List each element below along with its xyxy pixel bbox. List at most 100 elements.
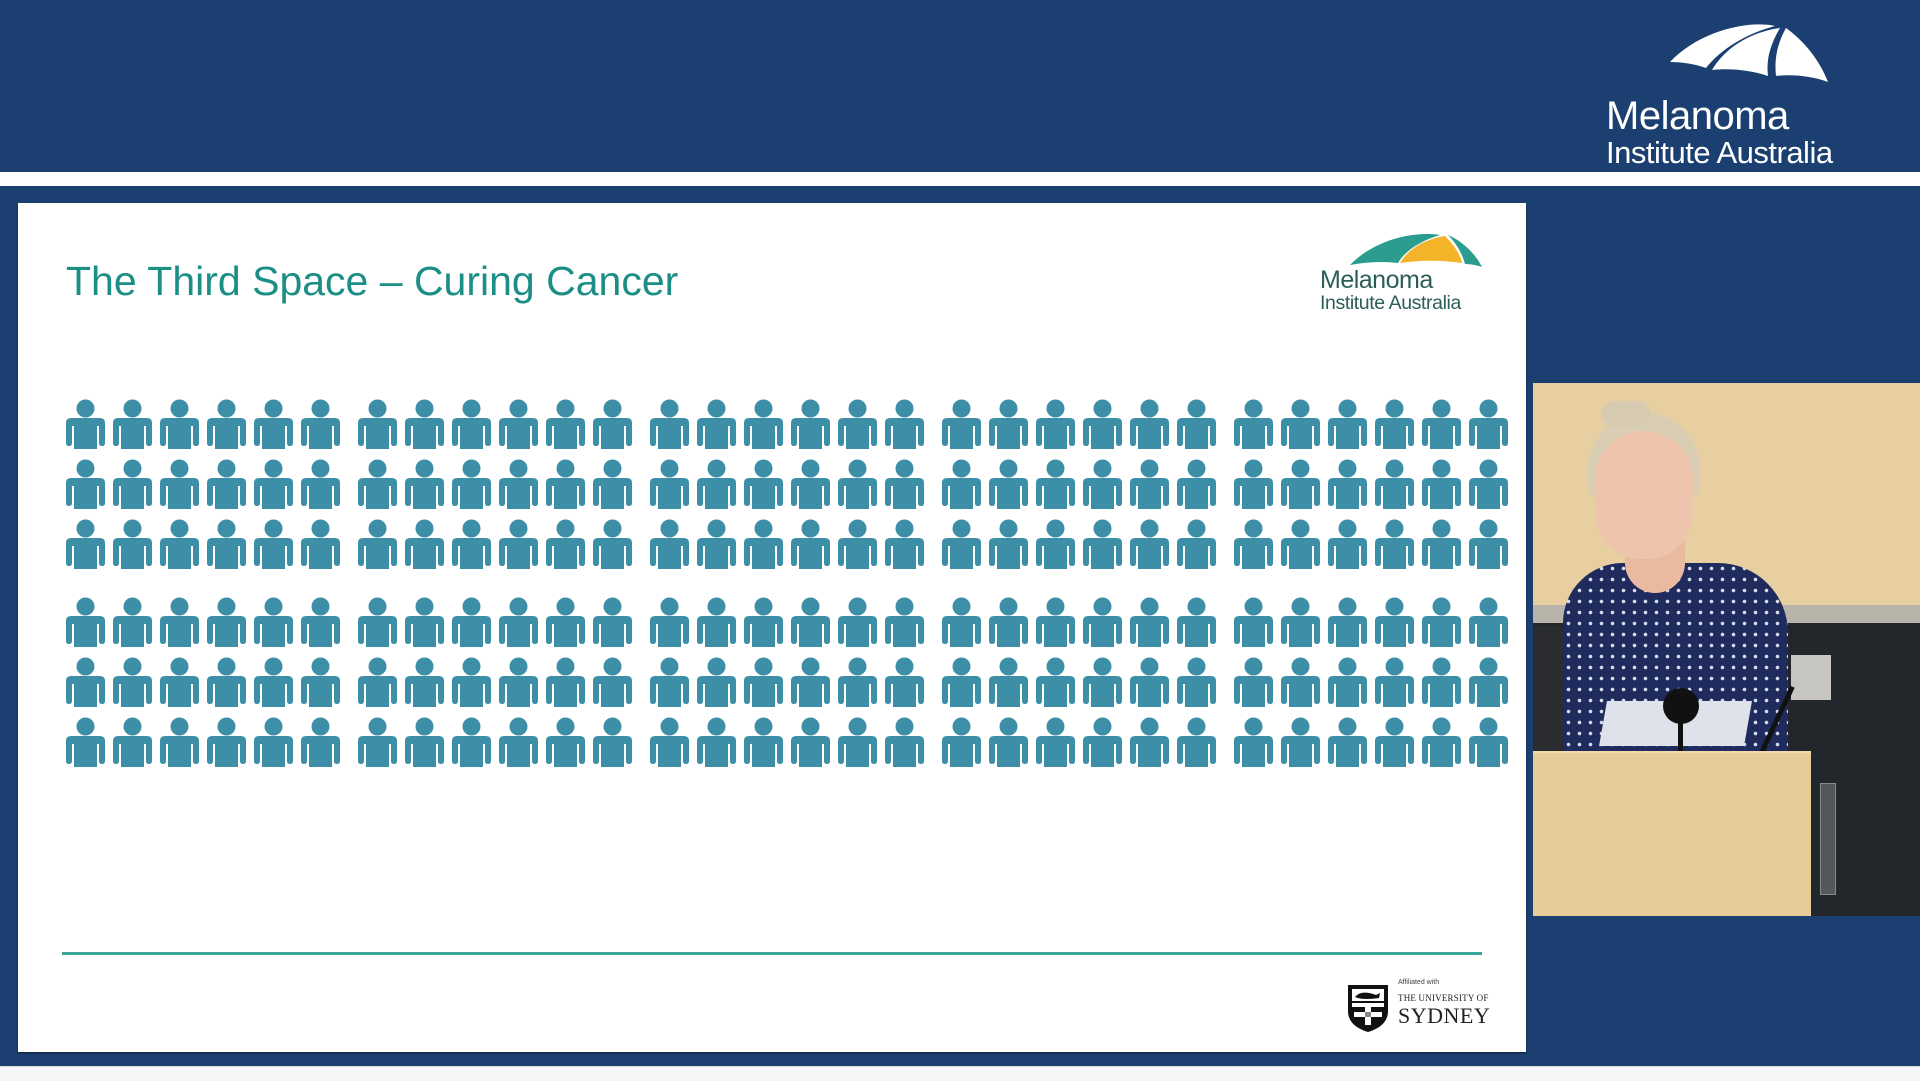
person-icon (1130, 597, 1169, 647)
person-icon (1469, 399, 1508, 449)
person-icon (1234, 459, 1273, 509)
person-icon (791, 657, 830, 707)
person-icon (838, 399, 877, 449)
people-block (66, 399, 1508, 569)
person-icon (358, 459, 397, 509)
person-icon (1375, 657, 1414, 707)
affiliated-label: Affiliated with (1398, 979, 1440, 986)
person-icon (697, 717, 736, 767)
person-icon (1036, 399, 1075, 449)
person-icon (405, 459, 444, 509)
person-icon (650, 657, 689, 707)
person-icon (405, 657, 444, 707)
person-icon (66, 519, 105, 569)
person-icon (1328, 717, 1367, 767)
person-icon (1130, 459, 1169, 509)
person-icon (942, 399, 981, 449)
podium-lamp (1791, 655, 1831, 700)
person-icon (1036, 459, 1075, 509)
person-icon (546, 459, 585, 509)
person-icon (989, 717, 1028, 767)
person-icon (1036, 519, 1075, 569)
person-icon (791, 717, 830, 767)
person-icon (697, 399, 736, 449)
people-group (1234, 597, 1508, 647)
person-icon (1328, 399, 1367, 449)
person-icon (301, 657, 340, 707)
brand-name: Melanoma (1606, 94, 1789, 138)
person-icon (1328, 657, 1367, 707)
person-icon (885, 519, 924, 569)
person-icon (499, 399, 538, 449)
person-icon (697, 459, 736, 509)
person-icon (207, 399, 246, 449)
person-icon (1422, 459, 1461, 509)
person-icon (744, 519, 783, 569)
people-group (66, 597, 340, 647)
person-icon (1083, 657, 1122, 707)
person-icon (1177, 657, 1216, 707)
person-icon (1375, 717, 1414, 767)
person-icon (113, 399, 152, 449)
person-icon (885, 399, 924, 449)
people-group (358, 717, 632, 767)
footer-rule (62, 952, 1482, 955)
person-icon (546, 717, 585, 767)
person-icon (593, 399, 632, 449)
people-group (1234, 399, 1508, 449)
person-icon (1281, 717, 1320, 767)
person-icon (942, 597, 981, 647)
brand-logo: Melanoma Institute Australia (1600, 20, 1880, 170)
person-icon (160, 657, 199, 707)
person-icon (160, 459, 199, 509)
people-group (1234, 657, 1508, 707)
person-icon (1036, 717, 1075, 767)
people-group (650, 399, 924, 449)
person-icon (66, 717, 105, 767)
people-group (650, 597, 924, 647)
person-icon (838, 717, 877, 767)
person-icon (1469, 657, 1508, 707)
person-icon (989, 519, 1028, 569)
person-icon (1469, 459, 1508, 509)
people-group (942, 657, 1216, 707)
person-icon (405, 597, 444, 647)
person-icon (791, 597, 830, 647)
person-icon (405, 519, 444, 569)
people-group (358, 519, 632, 569)
divider-stripe (0, 172, 1920, 186)
person-icon (499, 519, 538, 569)
top-banner (0, 0, 1920, 172)
person-icon (1281, 657, 1320, 707)
person-icon (885, 657, 924, 707)
person-icon (989, 459, 1028, 509)
person-icon (301, 519, 340, 569)
bottom-strip (0, 1066, 1920, 1081)
people-row (66, 597, 1508, 647)
person-icon (1130, 519, 1169, 569)
person-icon (885, 459, 924, 509)
person-icon (1234, 399, 1273, 449)
person-icon (744, 717, 783, 767)
person-icon (1328, 459, 1367, 509)
person-icon (358, 519, 397, 569)
person-icon (744, 597, 783, 647)
person-icon (1469, 519, 1508, 569)
person-icon (1083, 399, 1122, 449)
person-icon (254, 399, 293, 449)
person-icon (650, 717, 689, 767)
person-icon (1130, 657, 1169, 707)
person-icon (207, 717, 246, 767)
person-icon (1281, 597, 1320, 647)
person-icon (942, 519, 981, 569)
presenter-hair-bun (1601, 401, 1651, 427)
person-icon (254, 717, 293, 767)
person-icon (744, 657, 783, 707)
person-icon (885, 717, 924, 767)
people-group (650, 657, 924, 707)
person-icon (358, 399, 397, 449)
person-icon (452, 459, 491, 509)
people-group (358, 657, 632, 707)
people-group (650, 459, 924, 509)
person-icon (1234, 519, 1273, 569)
